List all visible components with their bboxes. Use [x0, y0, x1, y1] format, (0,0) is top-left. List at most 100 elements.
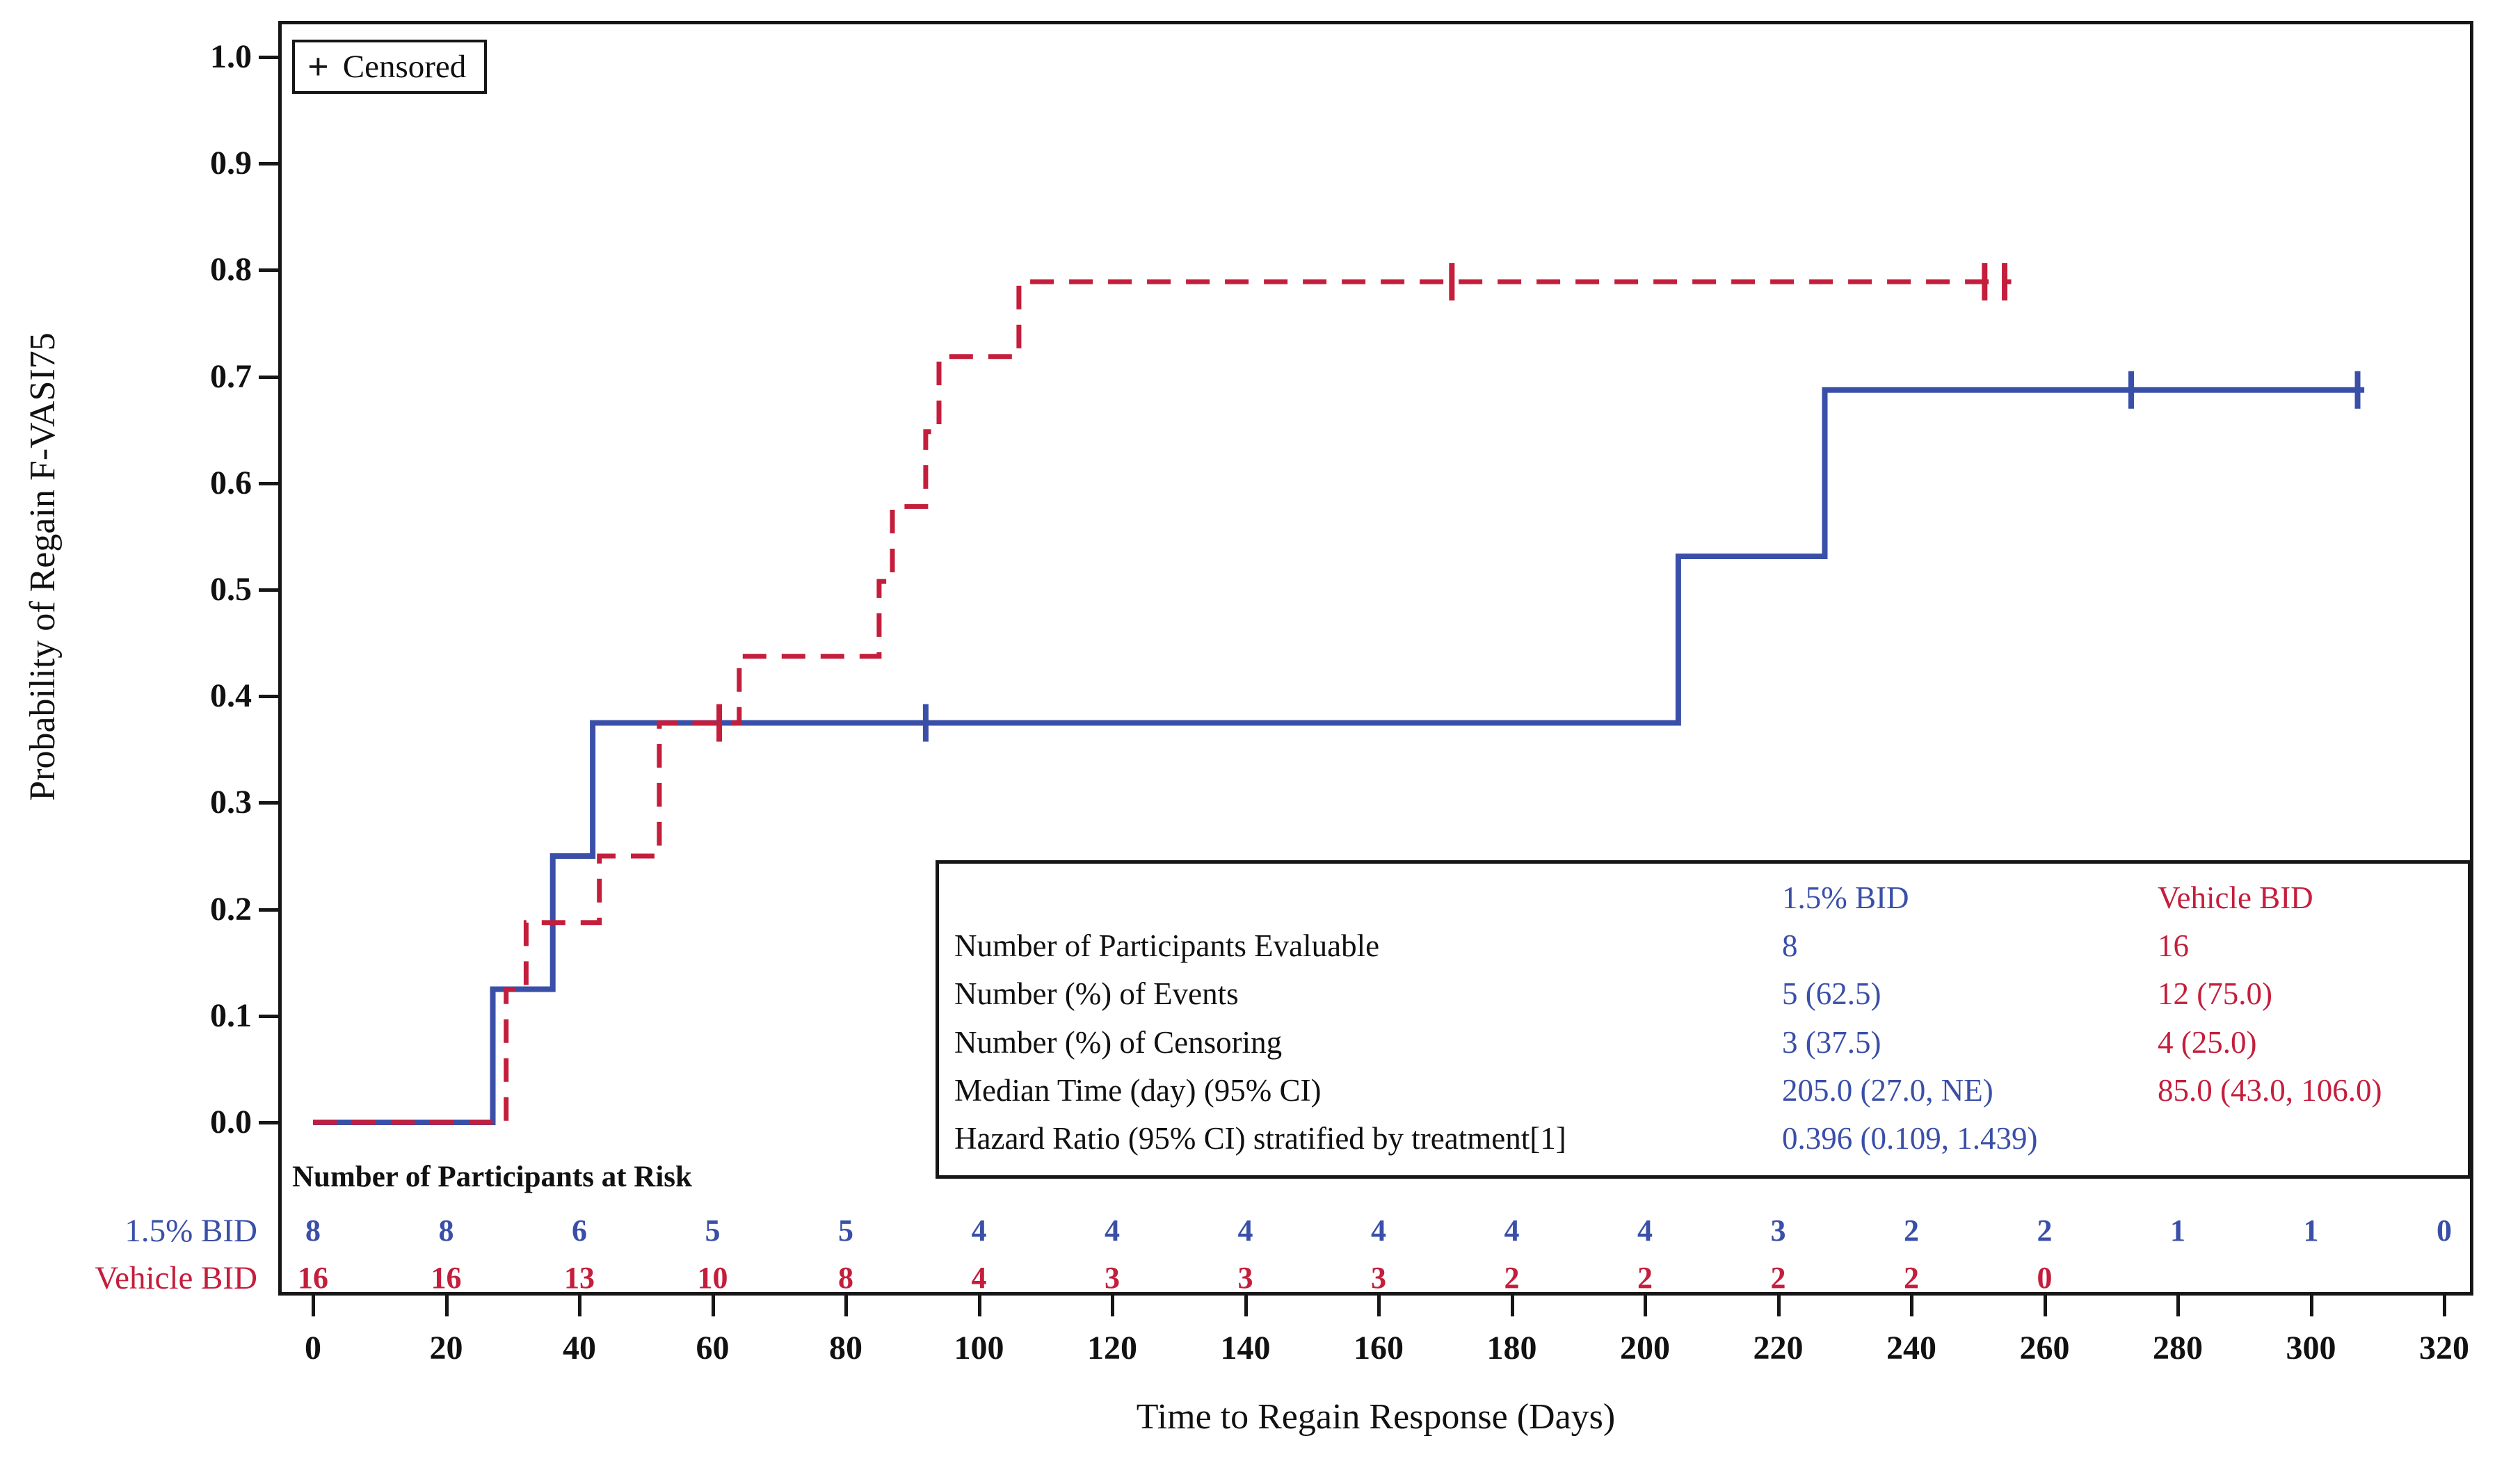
- risk-row-label: 1.5% BID: [125, 1213, 257, 1249]
- y-tick-label: 0.1: [210, 997, 252, 1034]
- x-tick-label: 20: [429, 1330, 463, 1366]
- y-axis-title: Probability of Regain F-VASI75: [23, 332, 63, 801]
- y-tick-label: 0.8: [210, 251, 252, 289]
- stats-value-blue: 0.396 (0.109, 1.439): [1782, 1120, 2038, 1156]
- stats-header-blue: 1.5% BID: [1782, 880, 1909, 916]
- risk-count: 8: [838, 1261, 853, 1295]
- stats-value-red: [2158, 1120, 2468, 1156]
- y-tick-label: 0.7: [210, 357, 252, 395]
- risk-count: 16: [431, 1261, 462, 1295]
- stats-row: Number of Participants Evaluable 8 16: [939, 928, 2468, 964]
- stats-value-blue: 205.0 (27.0, NE): [1782, 1072, 1993, 1108]
- x-tick-mark: [444, 1296, 449, 1316]
- risk-count: 5: [838, 1213, 853, 1248]
- x-tick-label: 240: [1886, 1330, 1936, 1366]
- x-tick-mark: [1776, 1296, 1781, 1316]
- risk-count: 2: [1504, 1261, 1520, 1295]
- x-tick-label: 60: [696, 1330, 730, 1366]
- x-tick-mark: [2176, 1296, 2180, 1316]
- summary-statistics-table: 1.5% BID Vehicle BID Number of Participant…: [936, 860, 2471, 1179]
- x-tick-mark: [312, 1296, 315, 1316]
- y-tick-mark: [259, 162, 278, 166]
- x-tick-label: 200: [1620, 1330, 1670, 1366]
- x-tick-label: 120: [1087, 1330, 1137, 1366]
- x-tick-label: 280: [2153, 1330, 2203, 1366]
- censored-legend: + Censored: [292, 40, 488, 94]
- x-tick-label: 260: [2019, 1330, 2070, 1366]
- risk-count: 1: [2303, 1213, 2319, 1248]
- x-tick-label: 0: [305, 1330, 321, 1366]
- risk-count: 3: [1371, 1261, 1386, 1295]
- y-tick-mark: [259, 588, 278, 592]
- y-tick-label: 0.5: [210, 571, 252, 608]
- x-tick-label: 100: [954, 1330, 1004, 1366]
- x-tick-mark: [1111, 1296, 1114, 1316]
- stats-row: Number (%) of Events 5 (62.5) 12 (75.0): [939, 976, 2468, 1012]
- y-tick-label: 1.0: [210, 38, 252, 75]
- risk-count: 1: [2170, 1213, 2185, 1248]
- x-tick-mark: [977, 1296, 981, 1316]
- x-tick-mark: [1644, 1296, 1647, 1316]
- y-tick-mark: [259, 268, 278, 273]
- y-tick-label: 0.3: [210, 784, 252, 821]
- x-tick-mark: [711, 1296, 715, 1316]
- x-tick-label: 300: [2286, 1330, 2336, 1366]
- risk-count: 13: [564, 1261, 595, 1295]
- risk-count: 4: [1105, 1213, 1120, 1248]
- risk-count: 2: [1770, 1261, 1786, 1295]
- x-tick-mark: [1377, 1296, 1381, 1316]
- risk-count: 4: [1504, 1213, 1520, 1248]
- stats-row-label: Number (%) of Events: [954, 976, 1239, 1012]
- risk-count: 3: [1770, 1213, 1786, 1248]
- stats-header-red: Vehicle BID: [2158, 880, 2313, 916]
- y-tick-mark: [259, 908, 278, 912]
- risk-table-title: Number of Participants at Risk: [292, 1161, 692, 1193]
- risk-count: 4: [1371, 1213, 1386, 1248]
- risk-count: 5: [705, 1213, 721, 1248]
- y-tick-label: 0.4: [210, 677, 252, 715]
- y-tick-label: 0.2: [210, 890, 252, 928]
- stats-value-red: 85.0 (43.0, 106.0): [2158, 1072, 2382, 1108]
- x-tick-mark: [2043, 1296, 2047, 1316]
- x-tick-label: 320: [2419, 1330, 2469, 1366]
- risk-count: 4: [1637, 1213, 1653, 1248]
- x-tick-label: 160: [1354, 1330, 1404, 1366]
- stats-row: Hazard Ratio (95% CI) stratified by trea…: [939, 1120, 2468, 1156]
- stats-row: Median Time (day) (95% CI) 205.0 (27.0, N…: [939, 1072, 2468, 1108]
- stats-row-label: Hazard Ratio (95% CI) stratified by trea…: [954, 1120, 1566, 1156]
- risk-count: 0: [2437, 1213, 2452, 1248]
- km-curve-1-5-bid: [313, 387, 2365, 1125]
- y-tick-mark: [259, 375, 278, 379]
- x-tick-label: 40: [563, 1330, 596, 1366]
- x-tick-label: 140: [1220, 1330, 1271, 1366]
- risk-count: 0: [2037, 1261, 2053, 1295]
- risk-count: 4: [971, 1213, 987, 1248]
- stats-row-label: Number (%) of Censoring: [954, 1024, 1283, 1060]
- y-tick-label: 0.9: [210, 145, 252, 182]
- y-tick-mark: [259, 56, 278, 59]
- stats-row-label: Number of Participants Evaluable: [954, 928, 1380, 964]
- y-tick-mark: [259, 801, 278, 805]
- stats-row-label: Median Time (day) (95% CI): [954, 1072, 1322, 1108]
- risk-count: 3: [1105, 1261, 1120, 1295]
- stats-value-red: 4 (25.0): [2158, 1024, 2257, 1060]
- risk-count: 6: [572, 1213, 587, 1248]
- risk-count: 2: [1637, 1261, 1653, 1295]
- y-tick-mark: [259, 481, 278, 485]
- y-tick-mark: [259, 1121, 278, 1124]
- censored-plus-icon: +: [307, 46, 329, 88]
- x-tick-label: 180: [1486, 1330, 1537, 1366]
- risk-row-label: Vehicle BID: [95, 1260, 257, 1296]
- stats-header-row: 1.5% BID Vehicle BID: [939, 880, 2468, 916]
- censored-legend-label: Censored: [342, 49, 467, 85]
- risk-count: 2: [2037, 1213, 2053, 1248]
- stats-value-blue: 5 (62.5): [1782, 976, 1881, 1012]
- y-tick-label: 0.0: [210, 1104, 252, 1140]
- x-axis-title: Time to Regain Response (Days): [1136, 1397, 1616, 1437]
- x-tick-mark: [2443, 1296, 2446, 1316]
- stats-value-red: 16: [2158, 928, 2189, 964]
- survival-curves-svg: [313, 263, 2365, 1125]
- y-tick-mark: [259, 1014, 278, 1018]
- risk-count: 8: [305, 1213, 321, 1248]
- y-tick-label: 0.6: [210, 464, 252, 501]
